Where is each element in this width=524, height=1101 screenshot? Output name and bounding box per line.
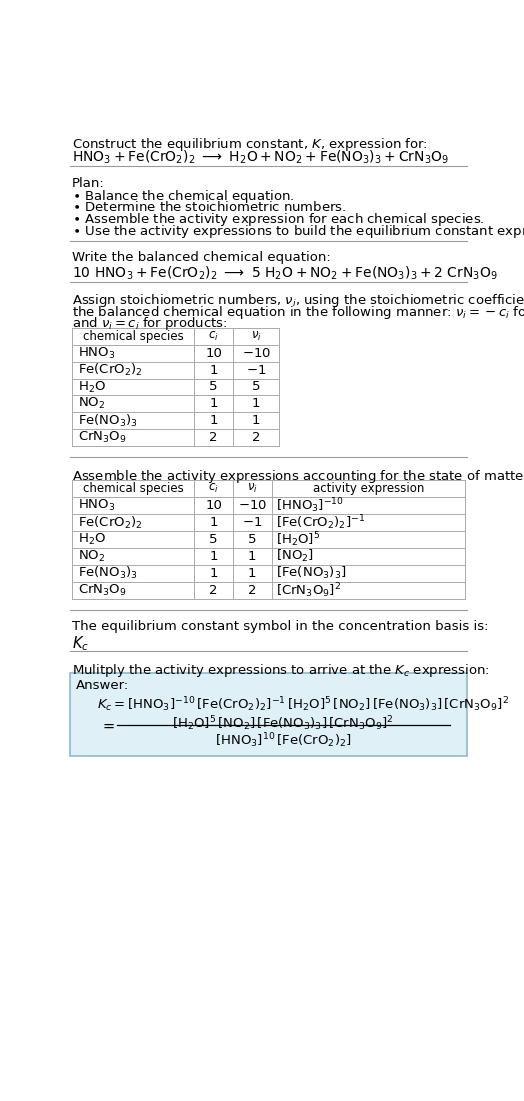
Text: $[\mathrm{HNO_3}]^{-10}$: $[\mathrm{HNO_3}]^{-10}$ [276,497,344,515]
Text: Plan:: Plan: [72,177,104,189]
Text: Write the balanced chemical equation:: Write the balanced chemical equation: [72,251,331,264]
Text: 2: 2 [209,432,218,445]
Text: $[\mathrm{Fe(NO_3)_3}]$: $[\mathrm{Fe(NO_3)_3}]$ [276,565,347,581]
Text: $[\mathrm{H_2O}]^5\,[\mathrm{NO_2}]\,[\mathrm{Fe(NO_3)_3}]\,[\mathrm{CrN_3O_9}]^: $[\mathrm{H_2O}]^5\,[\mathrm{NO_2}]\,[\m… [172,715,394,733]
Text: chemical species: chemical species [83,329,183,342]
FancyBboxPatch shape [70,673,467,755]
Text: Assign stoichiometric numbers, $\nu_i$, using the stoichiometric coefficients, $: Assign stoichiometric numbers, $\nu_i$, … [72,292,524,309]
Text: $\nu_i$: $\nu_i$ [247,482,258,495]
Text: $\nu_i$: $\nu_i$ [251,329,261,342]
Text: and $\nu_i = c_i$ for products:: and $\nu_i = c_i$ for products: [72,315,227,333]
Text: $\mathrm{CrN_3O_9}$: $\mathrm{CrN_3O_9}$ [78,430,127,446]
Text: activity expression: activity expression [313,482,424,495]
Text: chemical species: chemical species [83,482,183,495]
Text: 5: 5 [248,533,257,546]
Text: $\mathrm{10\ HNO_3 + Fe(CrO_2)_2\ \longrightarrow\ 5\ H_2O + NO_2 + Fe(NO_3)_3 +: $\mathrm{10\ HNO_3 + Fe(CrO_2)_2\ \longr… [72,264,498,282]
Text: 2: 2 [209,584,218,597]
Text: 2: 2 [248,584,257,597]
Text: $-$10: $-$10 [238,499,267,512]
Text: $[\mathrm{HNO_3}]^{10}\,[\mathrm{Fe(CrO_2)_2}]$: $[\mathrm{HNO_3}]^{10}\,[\mathrm{Fe(CrO_… [215,731,352,750]
Text: 2: 2 [252,432,260,445]
Text: 5: 5 [252,381,260,393]
Text: 10: 10 [205,347,222,360]
Text: 1: 1 [209,516,218,528]
Text: $\mathrm{Fe(CrO_2)_2}$: $\mathrm{Fe(CrO_2)_2}$ [78,514,143,531]
Text: 1: 1 [209,549,218,563]
Text: $\mathrm{Fe(CrO_2)_2}$: $\mathrm{Fe(CrO_2)_2}$ [78,362,143,378]
Text: Construct the equilibrium constant, $K$, expression for:: Construct the equilibrium constant, $K$,… [72,135,428,153]
Text: Assemble the activity expressions accounting for the state of matter and $\nu_i$: Assemble the activity expressions accoun… [72,468,524,484]
Text: $c_i$: $c_i$ [208,482,219,495]
Text: $K_c = [\mathrm{HNO_3}]^{-10}\,[\mathrm{Fe(CrO_2)_2}]^{-1}\,[\mathrm{H_2O}]^5\,[: $K_c = [\mathrm{HNO_3}]^{-10}\,[\mathrm{… [97,696,509,715]
Text: Mulitply the activity expressions to arrive at the $K_c$ expression:: Mulitply the activity expressions to arr… [72,662,489,679]
Text: 5: 5 [209,533,218,546]
Text: $\mathrm{HNO_3 + Fe(CrO_2)_2\ \longrightarrow\ H_2O + NO_2 + Fe(NO_3)_3 + CrN_3O: $\mathrm{HNO_3 + Fe(CrO_2)_2\ \longright… [72,149,449,166]
Text: $\mathrm{NO_2}$: $\mathrm{NO_2}$ [78,548,105,564]
Text: $\bullet$ Assemble the activity expression for each chemical species.: $\bullet$ Assemble the activity expressi… [72,211,484,228]
Text: $[\mathrm{NO_2}]$: $[\mathrm{NO_2}]$ [276,548,314,565]
Text: $[\mathrm{Fe(CrO_2)_2}]^{-1}$: $[\mathrm{Fe(CrO_2)_2}]^{-1}$ [276,513,366,532]
Text: $[\mathrm{CrN_3O_9}]^2$: $[\mathrm{CrN_3O_9}]^2$ [276,581,342,600]
Text: 1: 1 [209,414,218,427]
Text: 1: 1 [209,567,218,580]
Text: $\mathrm{HNO_3}$: $\mathrm{HNO_3}$ [78,346,115,361]
Text: 1: 1 [209,397,218,411]
Text: The equilibrium constant symbol in the concentration basis is:: The equilibrium constant symbol in the c… [72,620,488,633]
Text: 1: 1 [248,567,257,580]
Text: $\mathrm{NO_2}$: $\mathrm{NO_2}$ [78,396,105,412]
Text: $\mathrm{Fe(NO_3)_3}$: $\mathrm{Fe(NO_3)_3}$ [78,565,138,581]
Text: $K_c$: $K_c$ [72,634,89,653]
Text: 1: 1 [209,363,218,377]
Text: $\bullet$ Balance the chemical equation.: $\bullet$ Balance the chemical equation. [72,188,294,205]
Text: $c_i$: $c_i$ [208,329,219,342]
Text: 10: 10 [205,499,222,512]
Text: $-$1: $-$1 [242,516,263,528]
Text: 1: 1 [248,549,257,563]
Text: the balanced chemical equation in the following manner: $\nu_i = -c_i$ for react: the balanced chemical equation in the fo… [72,304,524,320]
Text: $=$: $=$ [100,718,115,733]
Text: $\bullet$ Use the activity expressions to build the equilibrium constant express: $\bullet$ Use the activity expressions t… [72,224,524,240]
Text: $\mathrm{HNO_3}$: $\mathrm{HNO_3}$ [78,498,115,513]
Text: $\mathrm{CrN_3O_9}$: $\mathrm{CrN_3O_9}$ [78,582,127,598]
Text: 5: 5 [209,381,218,393]
Text: $\mathrm{H_2O}$: $\mathrm{H_2O}$ [78,380,106,394]
Text: $\mathrm{Fe(NO_3)_3}$: $\mathrm{Fe(NO_3)_3}$ [78,413,138,429]
Text: 1: 1 [252,414,260,427]
Text: $[\mathrm{H_2O}]^5$: $[\mathrm{H_2O}]^5$ [276,530,321,548]
Text: Answer:: Answer: [77,679,129,691]
Text: $\mathrm{H_2O}$: $\mathrm{H_2O}$ [78,532,106,547]
Text: $-$10: $-$10 [242,347,271,360]
Text: $-$1: $-$1 [246,363,266,377]
Text: $\bullet$ Determine the stoichiometric numbers.: $\bullet$ Determine the stoichiometric n… [72,200,346,214]
Text: 1: 1 [252,397,260,411]
